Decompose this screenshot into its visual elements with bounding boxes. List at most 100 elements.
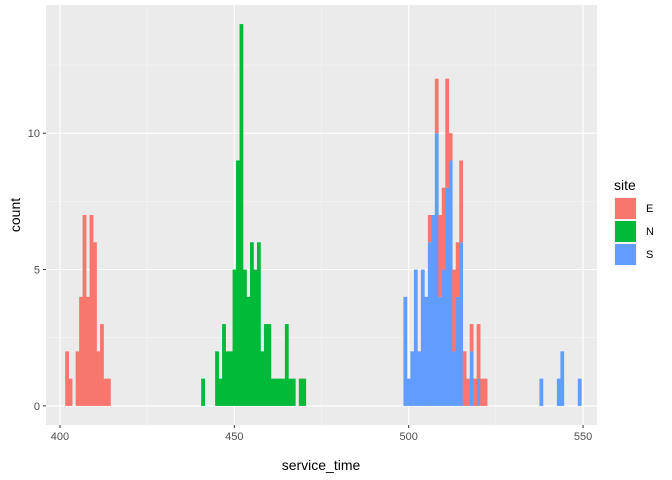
bar-N xyxy=(263,324,268,406)
y-axis-title: count xyxy=(7,198,23,232)
bar-S xyxy=(427,242,432,406)
bar-N xyxy=(222,324,226,406)
bar-N xyxy=(243,269,247,406)
legend: site ENS xyxy=(614,177,654,266)
minor-gridlines xyxy=(46,5,597,425)
bar-E xyxy=(100,324,104,406)
bar-S xyxy=(434,133,439,406)
major-gridlines xyxy=(46,5,597,425)
x-axis-ticks: 400 450 500 550 xyxy=(51,425,592,443)
legend-key-E xyxy=(615,198,636,219)
bar-E xyxy=(452,269,457,352)
legend-title: site xyxy=(614,177,636,193)
bar-S xyxy=(406,378,411,406)
bar-E xyxy=(68,378,73,406)
x-tick-label: 450 xyxy=(225,431,243,443)
histogram-bars xyxy=(65,24,582,406)
x-tick-label: 400 xyxy=(51,431,69,443)
legend-label-N: N xyxy=(646,226,654,238)
legend-key-S xyxy=(615,244,636,265)
bar-E xyxy=(466,378,471,406)
bar-S xyxy=(445,187,450,406)
bar-S xyxy=(469,351,474,406)
bar-E xyxy=(448,133,453,161)
y-axis-ticks: 0 5 10 xyxy=(28,128,46,413)
bar-N xyxy=(274,378,279,406)
y-tick-label: 0 xyxy=(34,401,40,413)
bar-E xyxy=(96,351,101,406)
bar-N xyxy=(298,378,303,406)
x-axis-title: service_time xyxy=(282,457,361,473)
bar-E xyxy=(427,215,432,243)
bar-N xyxy=(302,378,307,406)
bar-N xyxy=(277,378,282,406)
bar-E xyxy=(483,378,488,406)
bar-S xyxy=(420,269,425,406)
bar-E xyxy=(89,215,94,406)
x-tick-label: 550 xyxy=(574,431,592,443)
bar-N xyxy=(267,324,272,406)
bar-S xyxy=(455,296,460,406)
bar-N xyxy=(260,351,265,406)
bar-N xyxy=(236,160,240,406)
bar-E xyxy=(445,78,450,188)
bar-N xyxy=(291,378,296,406)
bar-E xyxy=(103,378,108,406)
bar-E xyxy=(480,378,484,406)
bar-N xyxy=(201,378,205,406)
bar-S xyxy=(476,378,481,406)
bar-E xyxy=(473,378,477,406)
bar-N xyxy=(253,269,258,406)
bar-N xyxy=(246,296,251,406)
bar-S xyxy=(448,160,453,406)
bar-E xyxy=(459,160,464,243)
bar-N xyxy=(281,378,286,406)
bar-S xyxy=(452,351,457,406)
y-tick-label: 10 xyxy=(28,128,40,140)
bar-E xyxy=(93,242,97,406)
bar-N xyxy=(270,378,275,406)
bar-E xyxy=(469,324,474,352)
bar-N xyxy=(218,378,223,406)
bar-N xyxy=(256,242,261,406)
bar-N xyxy=(284,324,289,406)
bar-E xyxy=(434,78,439,134)
bar-S xyxy=(410,351,415,406)
legend-label-E: E xyxy=(646,203,653,215)
bar-S xyxy=(560,351,565,406)
bar-E xyxy=(107,378,111,406)
bar-E xyxy=(65,351,69,406)
legend-key-N xyxy=(615,221,636,242)
bar-S xyxy=(413,269,418,406)
x-tick-label: 500 xyxy=(400,431,418,443)
bar-N xyxy=(225,351,230,406)
bar-E xyxy=(455,242,460,297)
bar-S xyxy=(424,296,429,406)
bar-E xyxy=(441,187,446,270)
bar-N xyxy=(215,351,219,406)
bar-E xyxy=(476,324,481,379)
bar-S xyxy=(441,269,446,406)
bar-S xyxy=(417,351,422,406)
bar-S xyxy=(431,215,436,406)
bar-E xyxy=(79,296,83,406)
bar-S xyxy=(577,378,582,406)
bar-E xyxy=(86,296,90,406)
bar-E xyxy=(462,351,467,406)
y-tick-label: 5 xyxy=(34,265,40,277)
bar-N xyxy=(239,24,244,406)
bar-E xyxy=(75,351,80,406)
bar-S xyxy=(539,378,544,406)
bar-S xyxy=(556,378,561,406)
bar-N xyxy=(232,269,237,406)
bar-E xyxy=(438,215,443,297)
bar-S xyxy=(438,296,443,406)
legend-label-S: S xyxy=(646,249,653,261)
bar-S xyxy=(403,296,408,406)
bar-N xyxy=(288,378,293,406)
bar-E xyxy=(82,215,87,406)
bar-N xyxy=(229,351,233,406)
bar-N xyxy=(250,242,254,406)
bar-S xyxy=(459,242,464,406)
